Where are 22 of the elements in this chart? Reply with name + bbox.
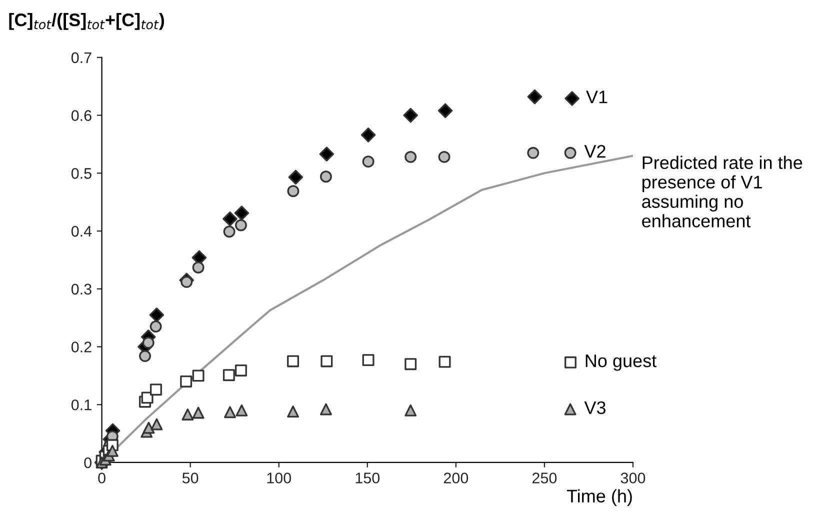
y-tick-label: 0.5	[71, 168, 92, 179]
series-label: V1	[586, 90, 608, 104]
annotation: Predicted rate in the presence of V1 assuming no enhancement	[642, 156, 802, 228]
y-tick-label: 0.6	[71, 110, 92, 121]
x-tick-label: 200	[444, 472, 468, 484]
x-tick-label: 100	[267, 472, 292, 484]
x-axis-title: Time (h)	[566, 489, 632, 506]
y-axis-title: [C]$_{tot}$/([S]$_{tot}$+[C]$_{tot}$)	[9, 13, 164, 30]
y-tick-label: 0.2	[71, 342, 92, 352]
x-tick-label: 250	[532, 472, 557, 484]
x-tick-label: 0	[98, 472, 106, 484]
x-tick-label: 300	[620, 472, 646, 484]
x-tick-label: 50	[182, 472, 198, 484]
y-tick-label: 0.1	[71, 399, 92, 410]
y-tick-label: 0.4	[71, 226, 92, 237]
y-tick-label: 0.7	[71, 52, 92, 64]
x-tick-label: 150	[356, 472, 380, 484]
y-tick-label: 0	[84, 457, 92, 468]
series-label: V2	[584, 144, 606, 158]
series-label: No guest	[586, 354, 657, 371]
series-label: V3	[584, 401, 606, 414]
y-tick-label: 0.3	[71, 284, 92, 295]
